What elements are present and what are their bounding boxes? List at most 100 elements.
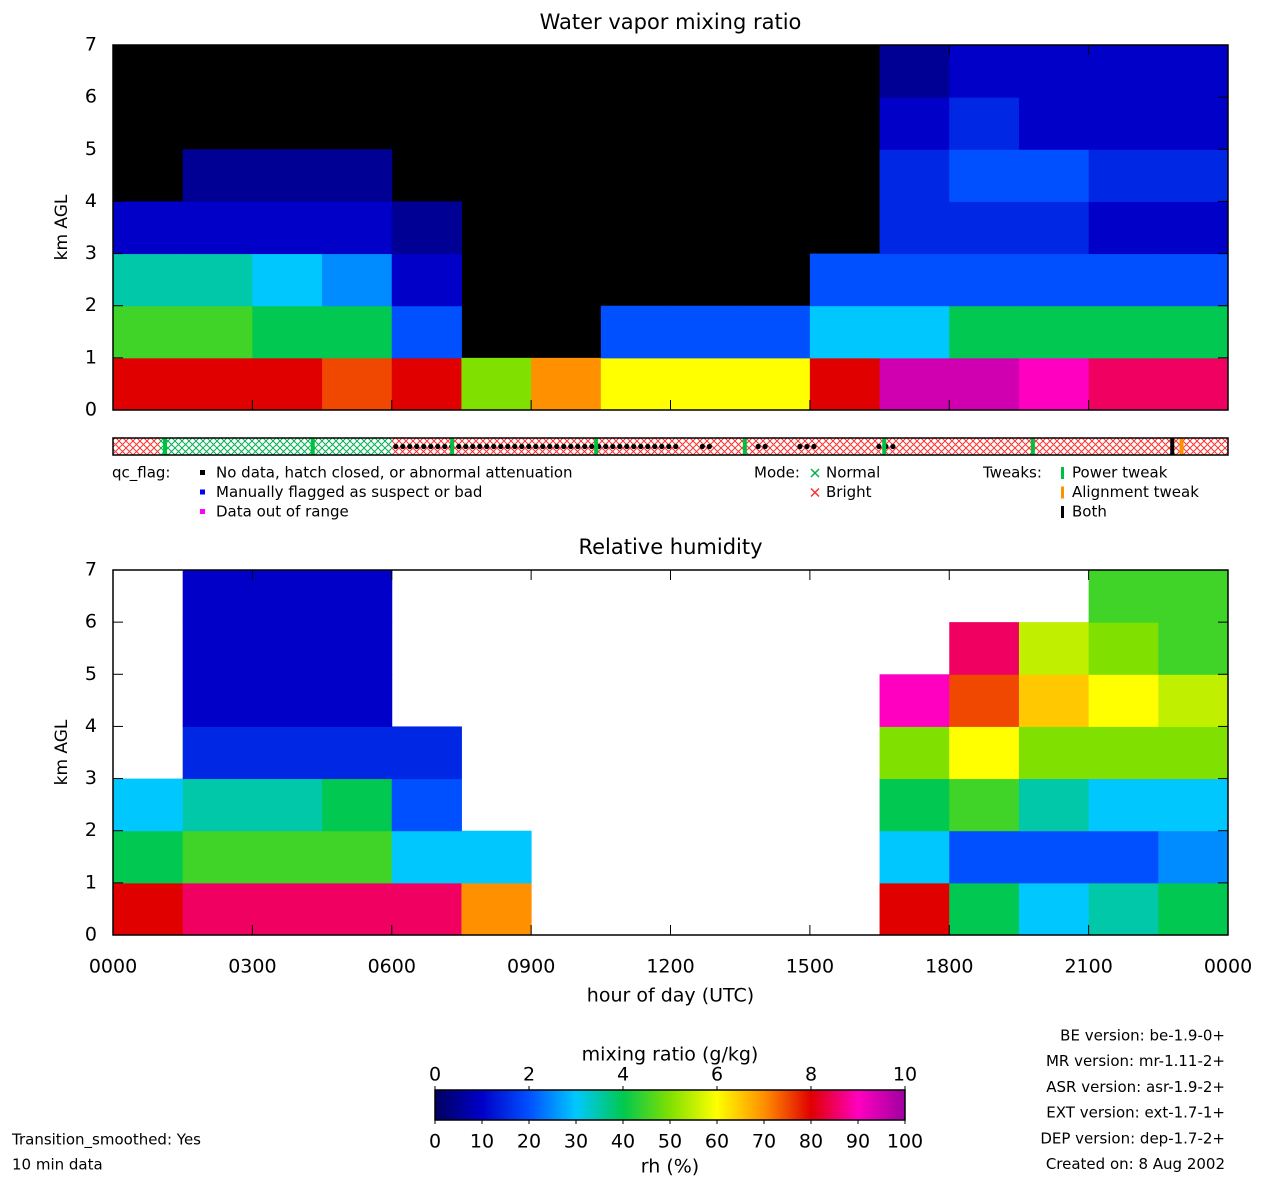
- heat-cell: [113, 778, 184, 832]
- colorbar-tick-label: 10: [893, 1064, 917, 1086]
- y-tick-label: 0: [85, 399, 97, 421]
- qc-item-label: No data, hatch closed, or abnormal atten…: [216, 464, 573, 482]
- tweak-item-label: Power tweak: [1072, 464, 1168, 482]
- tweak-mark: [163, 438, 168, 455]
- heat-cell: [1018, 778, 1090, 832]
- no-data-dot: [519, 443, 525, 450]
- no-data-dot: [638, 443, 644, 450]
- heat-cell: [1018, 357, 1090, 411]
- heat-cell: [391, 830, 462, 884]
- tweak-symbol: [1061, 467, 1064, 479]
- colorbar-tick-label: 0: [429, 1131, 441, 1153]
- heat-cell: [1018, 674, 1090, 727]
- heat-cell: [252, 882, 323, 936]
- y-tick-label: 6: [85, 611, 97, 633]
- heat-cell: [1018, 45, 1090, 98]
- x-tick-label: 0000: [89, 956, 137, 978]
- heat-cell: [182, 674, 253, 727]
- heat-cell: [670, 357, 741, 411]
- heat-cell: [1018, 149, 1090, 202]
- no-data-dot: [463, 443, 469, 450]
- heat-cell: [949, 149, 1020, 202]
- no-data-segment: [797, 443, 817, 450]
- no-data-dot: [603, 443, 609, 450]
- x-tick-label: 1500: [786, 956, 834, 978]
- footer-note: Transition_smoothed: Yes: [11, 1131, 201, 1150]
- y-tick-label: 1: [85, 871, 97, 893]
- version-note: DEP version: dep-1.7-2+: [1040, 1129, 1225, 1147]
- heat-cell: [949, 674, 1020, 727]
- heat-cell: [182, 882, 253, 936]
- no-data-dot: [421, 443, 427, 450]
- heat-cell: [322, 674, 393, 727]
- qc-symbol: [200, 509, 205, 514]
- no-data-dot: [526, 443, 532, 450]
- no-data-dot: [505, 443, 511, 450]
- heat-cell: [1088, 882, 1159, 936]
- heat-cell: [879, 882, 950, 936]
- heat-cell: [949, 778, 1020, 832]
- no-data-dot: [673, 443, 679, 450]
- mode-symbol: [810, 487, 820, 498]
- no-data-dot: [561, 443, 567, 450]
- no-data-dot: [547, 443, 553, 450]
- heat-cell: [600, 357, 671, 411]
- no-data-dot: [617, 443, 623, 450]
- heat-cell: [461, 357, 532, 411]
- no-data-dot: [659, 443, 665, 450]
- no-data-segment: [755, 443, 768, 450]
- y-tick-label: 0: [85, 924, 97, 946]
- heat-cell: [1158, 201, 1229, 255]
- heat-cell: [1088, 726, 1159, 780]
- heat-cell: [531, 357, 602, 411]
- heat-cell: [1088, 149, 1159, 202]
- heat-cell: [1088, 674, 1159, 727]
- heat-cell: [461, 882, 532, 936]
- heat-cell: [182, 622, 253, 675]
- mode-segment: [159, 438, 392, 455]
- heat-cell: [1088, 97, 1159, 150]
- y-tick-label: 2: [85, 819, 97, 841]
- heat-cell: [1018, 726, 1090, 780]
- heat-cell: [113, 830, 184, 884]
- heat-cell: [252, 726, 323, 780]
- heat-cell: [113, 357, 184, 411]
- heat-cell: [1018, 622, 1090, 675]
- tweak-mark: [594, 438, 599, 455]
- tweak-mark: [1170, 438, 1175, 455]
- tweak-mark: [450, 438, 455, 455]
- mode-item-label: Normal: [826, 464, 880, 482]
- x-tick-label: 1800: [925, 956, 973, 978]
- colorbar-tick-label: 60: [705, 1131, 729, 1153]
- qc-label: qc_flag:: [112, 464, 170, 483]
- mode-segment: [391, 438, 1228, 455]
- no-data-dot: [582, 443, 588, 450]
- mode-item-label: Bright: [826, 483, 872, 501]
- heat-cell: [252, 305, 323, 359]
- y-tick-label: 3: [85, 767, 97, 789]
- heat-cell: [670, 305, 741, 359]
- heat-cell: [809, 357, 881, 411]
- no-data-dot: [876, 443, 882, 450]
- heat-cell: [949, 830, 1020, 884]
- heat-cell: [879, 778, 950, 832]
- tweak-mark: [742, 438, 747, 455]
- x-axis-label: hour of day (UTC): [587, 985, 754, 1007]
- x-tick-label: 0300: [228, 956, 276, 978]
- heat-cell: [1158, 97, 1229, 150]
- y-tick-label: 7: [85, 559, 97, 581]
- no-data-dot: [540, 443, 546, 450]
- no-data-dot: [762, 443, 768, 450]
- heat-cell: [322, 305, 393, 359]
- no-data-dot: [610, 443, 616, 450]
- y-tick-label: 5: [85, 138, 97, 160]
- heat-cell: [1158, 149, 1229, 202]
- version-note: MR version: mr-1.11-2+: [1046, 1052, 1225, 1070]
- tweak-mark: [1179, 438, 1184, 455]
- heat-cell: [252, 570, 323, 623]
- tweak-symbol: [1061, 486, 1064, 499]
- y-tick-label: 4: [85, 190, 97, 212]
- qc-symbol: [200, 470, 205, 475]
- heat-cell: [809, 305, 881, 359]
- no-data-dot: [575, 443, 581, 450]
